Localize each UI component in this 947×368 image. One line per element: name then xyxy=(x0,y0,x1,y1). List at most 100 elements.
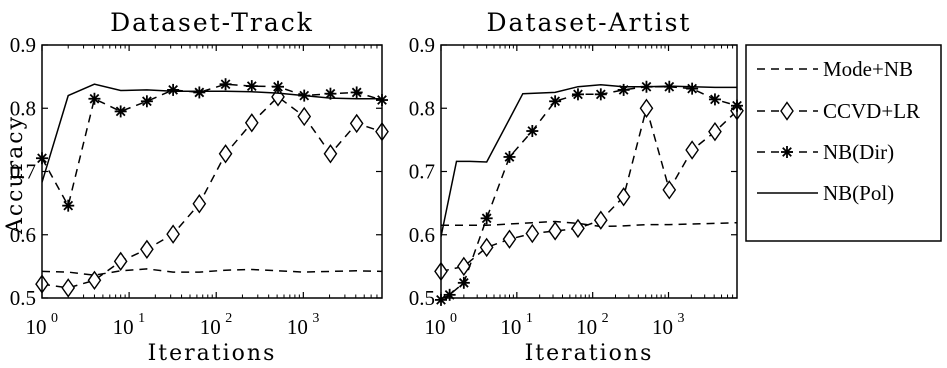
data-point-star xyxy=(219,78,232,91)
y-tick-label: 0.8 xyxy=(10,96,36,120)
x-tick-exponent: 2 xyxy=(602,311,609,326)
data-point-diamond xyxy=(639,98,654,118)
axis-ticks: 0.5 0.6 0.7 0.8 0.9 10 0 10 1 10 2 10 3 xyxy=(409,33,738,339)
data-point-diamond xyxy=(113,251,128,272)
plot-frame xyxy=(440,44,738,299)
data-point-diamond xyxy=(140,239,154,260)
data-point-star xyxy=(686,82,699,95)
legend-item: NB(Dir) xyxy=(757,140,894,164)
data-point-diamond xyxy=(479,237,494,258)
data-point-diamond xyxy=(708,121,722,142)
data-point-diamond xyxy=(593,210,608,230)
chart-title: Dataset-Artist xyxy=(487,8,692,37)
x-tick-label: 10 xyxy=(113,315,134,339)
panel-dataset-track: Dataset-Track Accuracy Iterations 0.5 0.6… xyxy=(3,8,389,366)
series-markers xyxy=(435,80,743,306)
plot-frame xyxy=(41,44,383,299)
legend: Mode+NB CCVD+LR NB(Dir) NB(Pol) xyxy=(745,44,942,242)
y-tick-label: 0.7 xyxy=(409,160,435,184)
legend-item: CCVD+LR xyxy=(757,99,920,123)
legend-label: NB(Pol) xyxy=(823,181,894,205)
x-tick-label: 10 xyxy=(652,315,673,339)
data-point-diamond xyxy=(61,278,76,298)
data-point-diamond xyxy=(662,180,677,200)
x-tick-exponent: 3 xyxy=(678,311,685,326)
x-tick-label: 10 xyxy=(500,315,521,339)
y-tick-label: 0.9 xyxy=(10,33,36,57)
x-tick-exponent: 0 xyxy=(450,311,457,326)
legend-label: CCVD+LR xyxy=(823,99,920,123)
y-tick-label: 0.6 xyxy=(409,223,435,247)
series-nb-dir- xyxy=(442,85,737,298)
data-point-star xyxy=(457,276,470,289)
series-line xyxy=(441,220,737,228)
data-point-star xyxy=(443,288,456,301)
data-point-star xyxy=(480,212,493,225)
y-tick-label: 0.5 xyxy=(10,286,36,310)
series-line xyxy=(442,85,737,298)
data-point-diamond xyxy=(502,229,517,249)
legend-item: NB(Pol) xyxy=(757,181,894,205)
legend-label: NB(Dir) xyxy=(823,140,894,164)
data-point-star xyxy=(88,92,101,105)
data-point-star xyxy=(503,150,516,163)
axis-ticks: 0.5 0.6 0.7 0.8 0.9 10 0 10 1 10 2 10 3 xyxy=(10,33,383,339)
panel-dataset-artist: Dataset-Artist Iterations 0.5 0.6 0.7 0.8 0.… xyxy=(409,8,744,366)
y-tick-label: 0.5 xyxy=(409,286,435,310)
data-point-diamond xyxy=(456,256,471,277)
series-group xyxy=(35,78,389,298)
legend-marker-star xyxy=(781,146,793,158)
data-point-diamond xyxy=(218,144,233,164)
x-tick-exponent: 2 xyxy=(225,311,232,326)
data-point-star xyxy=(167,83,180,96)
y-tick-label: 0.8 xyxy=(409,96,435,120)
data-point-star xyxy=(549,95,562,108)
data-point-diamond xyxy=(192,194,207,214)
series-line xyxy=(42,83,382,183)
x-tick-exponent: 0 xyxy=(51,311,58,326)
legend-marker-diamond xyxy=(780,101,794,121)
data-point-diamond xyxy=(166,224,180,244)
series-ccvd-lr xyxy=(42,95,382,289)
y-tick-label: 0.6 xyxy=(10,223,36,247)
chart-title: Dataset-Track xyxy=(110,8,314,37)
data-point-diamond xyxy=(297,106,312,127)
x-axis-label: Iterations xyxy=(148,341,277,366)
data-point-star xyxy=(245,80,258,93)
series-mode-nb xyxy=(441,220,737,228)
data-point-star xyxy=(193,86,206,99)
data-point-diamond xyxy=(685,140,699,160)
x-tick-label: 10 xyxy=(200,315,221,339)
data-point-diamond xyxy=(571,218,585,239)
x-tick-label: 10 xyxy=(26,315,47,339)
legend-box xyxy=(745,44,942,242)
series-nb-pol- xyxy=(441,84,737,237)
x-tick-exponent: 1 xyxy=(138,311,145,326)
x-tick-label: 10 xyxy=(287,315,308,339)
data-point-star xyxy=(114,105,127,118)
data-point-star xyxy=(571,88,584,101)
data-point-star xyxy=(594,88,607,101)
data-point-diamond xyxy=(616,187,631,207)
series-nb-pol- xyxy=(42,83,382,183)
data-point-diamond xyxy=(548,221,563,241)
series-line xyxy=(42,268,382,276)
legend-label: Mode+NB xyxy=(823,57,913,81)
data-point-star xyxy=(272,80,285,93)
data-point-star xyxy=(350,86,363,99)
series-line xyxy=(42,95,382,289)
series-markers xyxy=(434,98,744,282)
series-markers xyxy=(35,87,389,298)
data-point-star xyxy=(526,125,539,138)
y-axis-label: Accuracy xyxy=(3,115,28,235)
data-point-star xyxy=(140,95,153,108)
series-group xyxy=(434,80,744,306)
x-axis-label: Iterations xyxy=(525,341,654,366)
x-tick-exponent: 3 xyxy=(312,311,319,326)
y-tick-label: 0.9 xyxy=(409,33,435,57)
data-point-diamond xyxy=(87,270,102,291)
data-point-diamond xyxy=(525,223,540,244)
data-point-diamond xyxy=(349,113,364,134)
legend-item: Mode+NB xyxy=(757,57,913,81)
x-tick-exponent: 1 xyxy=(526,311,533,326)
